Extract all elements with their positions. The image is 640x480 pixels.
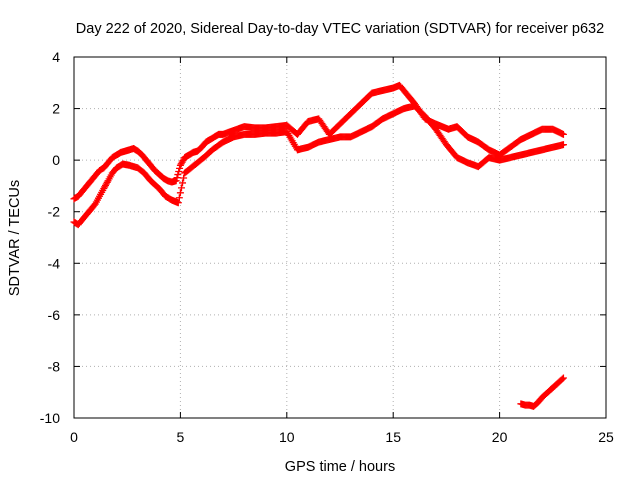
x-axis-label: GPS time / hours [285, 459, 395, 475]
data-point [176, 189, 184, 197]
data-point [180, 174, 188, 182]
y-tick-label: 2 [52, 101, 60, 117]
x-tick-labels: 0 5 10 15 20 25 [70, 429, 614, 445]
y-tick-label: -8 [48, 358, 61, 374]
data-point [176, 164, 184, 172]
y-tick-label: 4 [52, 49, 60, 65]
data-point [177, 184, 185, 192]
data-point [174, 171, 182, 179]
data-series [70, 81, 567, 410]
data-point [558, 375, 566, 383]
y-tick-label: -4 [48, 255, 61, 271]
data-point [175, 167, 183, 175]
x-tick-label: 5 [177, 429, 185, 445]
y-tick-label: -10 [40, 410, 60, 426]
series-group [70, 81, 567, 203]
y-tick-label: -2 [48, 204, 61, 220]
data-point [179, 179, 187, 187]
chart-title: Day 222 of 2020, Sidereal Day-to-day VTE… [76, 21, 604, 37]
y-tick-label: 0 [52, 152, 60, 168]
series-group [517, 374, 567, 410]
data-point [559, 130, 567, 138]
plot-frame [73, 56, 607, 419]
y-axis-label: SDTVAR / TECUs [7, 180, 23, 296]
series-group [70, 102, 567, 229]
data-point [173, 174, 181, 182]
gridlines [74, 57, 606, 418]
data-point [174, 199, 182, 207]
y-tick-labels: -10 -8 -6 -4 -2 0 2 4 [40, 49, 60, 426]
axis-ticks [73, 56, 607, 419]
x-tick-label: 15 [385, 429, 401, 445]
data-point [559, 374, 567, 382]
data-point [559, 141, 567, 149]
data-point [175, 194, 183, 202]
y-tick-label: -6 [48, 307, 61, 323]
data-point [172, 177, 180, 185]
x-tick-label: 10 [279, 429, 295, 445]
x-tick-label: 25 [598, 429, 614, 445]
x-tick-label: 20 [492, 429, 508, 445]
x-tick-label: 0 [70, 429, 78, 445]
